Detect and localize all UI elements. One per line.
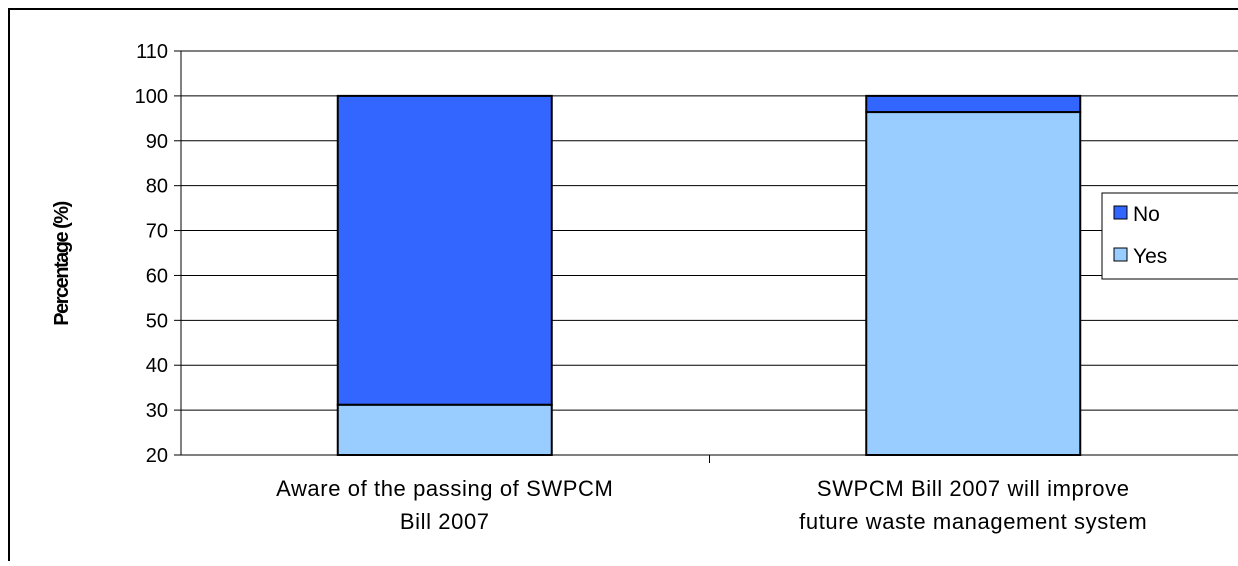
- y-tick-label: 110: [136, 41, 168, 63]
- legend-label-yes: Yes: [1133, 245, 1167, 268]
- legend-label-no: No: [1133, 203, 1160, 226]
- y-axis-label: Percentage (%): [51, 201, 73, 325]
- y-tick-label: 20: [146, 445, 168, 467]
- bar-segment-yes: [336, 403, 553, 457]
- axes: 20 30 40 50 60 70 80 90 100 110 Aware of the passi…: [135, 41, 1238, 534]
- y-tick-label: 70: [146, 221, 168, 243]
- y-tick-label: 90: [146, 131, 168, 153]
- x-tick-label: Aware of the passing of SWPCM: [276, 476, 613, 501]
- legend-swatch-no: [1113, 205, 1128, 220]
- x-tick-label: SWPCM Bill 2007 will improve: [817, 476, 1130, 501]
- y-tick-label: 40: [146, 355, 168, 377]
- y-tick-label: 50: [146, 310, 168, 332]
- bar-segment-yes: [865, 111, 1082, 456]
- y-tick-label: 100: [135, 86, 168, 108]
- y-tick-label: 60: [146, 265, 168, 287]
- outer-border: [8, 8, 1238, 561]
- bar-segment-no: [865, 94, 1082, 114]
- x-tick-label: Bill 2007: [400, 509, 490, 534]
- y-tick-label: 30: [146, 400, 168, 422]
- x-tick-label: future waste management system: [799, 509, 1147, 534]
- legend-swatch-yes: [1113, 247, 1128, 262]
- legend: No Yes: [1101, 192, 1238, 280]
- bar-segment-no: [336, 94, 553, 406]
- y-tick-label: 80: [146, 176, 168, 198]
